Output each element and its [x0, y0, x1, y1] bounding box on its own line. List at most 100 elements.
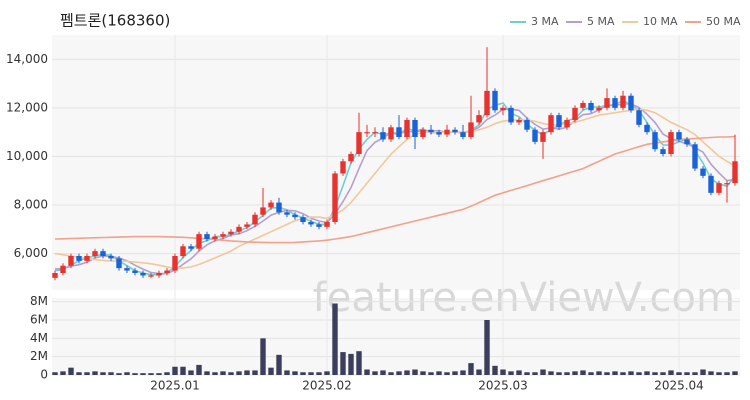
- candle-body: [468, 122, 474, 137]
- candle-body: [396, 127, 402, 137]
- volume-bar: [476, 369, 482, 375]
- candle-body: [692, 144, 698, 169]
- candle-body: [340, 161, 346, 174]
- candle-body: [52, 273, 58, 278]
- candle-body: [372, 132, 378, 134]
- candle-body: [76, 256, 82, 261]
- volume-bar: [180, 366, 186, 375]
- candle-body: [212, 236, 218, 239]
- volume-bar: [380, 370, 386, 375]
- volume-bar: [516, 370, 522, 375]
- volume-bar: [604, 372, 610, 375]
- volume-bar: [276, 354, 282, 375]
- candle-body: [220, 234, 226, 237]
- y-tick-label: 10,000: [6, 149, 48, 163]
- volume-bar: [308, 372, 314, 375]
- candle-body: [660, 149, 666, 154]
- candle-body: [348, 154, 354, 162]
- volume-bar: [332, 303, 338, 375]
- volume-bar: [556, 372, 562, 375]
- candle-body: [404, 120, 410, 137]
- candle-body: [596, 107, 602, 111]
- candle-body: [124, 268, 130, 271]
- volume-bar: [452, 371, 458, 375]
- candle-body: [260, 207, 266, 215]
- x-tick-label: 2025.02: [302, 379, 352, 393]
- chart-title: 펨트론(168360): [60, 12, 170, 30]
- candle-body: [236, 226, 242, 232]
- candle-body: [628, 95, 634, 111]
- candle-body: [276, 202, 282, 213]
- volume-bar: [404, 370, 410, 375]
- volume-bar: [724, 372, 730, 375]
- candle-body: [436, 132, 442, 135]
- candle-body: [548, 115, 554, 133]
- volume-bar: [620, 372, 626, 375]
- candle-body: [484, 90, 490, 116]
- candle-body: [244, 224, 250, 227]
- candle-body: [148, 275, 154, 277]
- y-tick-label: 12,000: [6, 100, 48, 114]
- candle-body: [380, 132, 386, 140]
- volume-bar: [412, 369, 418, 375]
- candle-body: [492, 90, 498, 111]
- candle-body: [652, 132, 658, 150]
- volume-bar: [588, 372, 594, 375]
- candle-body: [140, 273, 146, 276]
- volume-bar: [444, 372, 450, 375]
- volume-bar: [340, 352, 346, 375]
- y-tick-label: 6,000: [14, 246, 48, 260]
- candle-body: [164, 270, 170, 273]
- candle-body: [620, 95, 626, 108]
- candle-body: [604, 98, 610, 108]
- volume-bar: [76, 372, 82, 375]
- candle-body: [708, 175, 714, 193]
- volume-bar: [572, 371, 578, 375]
- candle-body: [460, 132, 466, 137]
- candle-body: [564, 120, 570, 128]
- candle-body: [156, 273, 162, 276]
- candle-body: [292, 214, 298, 218]
- candle-body: [668, 132, 674, 154]
- volume-bar: [676, 372, 682, 375]
- volume-tick-label: 2M: [30, 349, 48, 363]
- volume-bar: [284, 370, 290, 375]
- volume-bar: [708, 371, 714, 375]
- volume-bar: [316, 372, 322, 375]
- volume-bar: [348, 353, 354, 375]
- ma-line: [54, 135, 736, 244]
- volume-bar: [84, 372, 90, 375]
- candle-body: [700, 168, 706, 176]
- volume-bar: [564, 372, 570, 375]
- x-tick-label: 2025.03: [478, 379, 528, 393]
- candle-body: [412, 120, 418, 137]
- candle-body: [108, 256, 114, 259]
- candle-body: [204, 234, 210, 239]
- candle-body: [732, 161, 738, 184]
- volume-tick-label: 4M: [30, 331, 48, 345]
- candle-body: [268, 202, 274, 208]
- candle-body: [252, 214, 258, 225]
- candle-body: [580, 103, 586, 108]
- volume-bar: [292, 371, 298, 375]
- volume-bar: [260, 338, 266, 375]
- volume-bar: [68, 367, 74, 375]
- price-panel: [52, 35, 740, 290]
- volume-bar: [580, 370, 586, 375]
- volume-bar: [692, 372, 698, 375]
- volume-bar: [60, 371, 66, 375]
- volume-bar: [388, 372, 394, 375]
- volume-bar: [172, 366, 178, 375]
- volume-bar: [244, 370, 250, 375]
- candle-body: [116, 258, 122, 269]
- volume-bar: [500, 369, 506, 375]
- candle-body: [540, 132, 546, 142]
- volume-bar: [700, 369, 706, 375]
- volume-bar: [644, 371, 650, 375]
- volume-bar: [532, 372, 538, 375]
- volume-bar: [196, 364, 202, 375]
- volume-bar: [684, 372, 690, 375]
- volume-bar: [716, 372, 722, 375]
- ma-line: [54, 108, 736, 269]
- candle-body: [508, 107, 514, 123]
